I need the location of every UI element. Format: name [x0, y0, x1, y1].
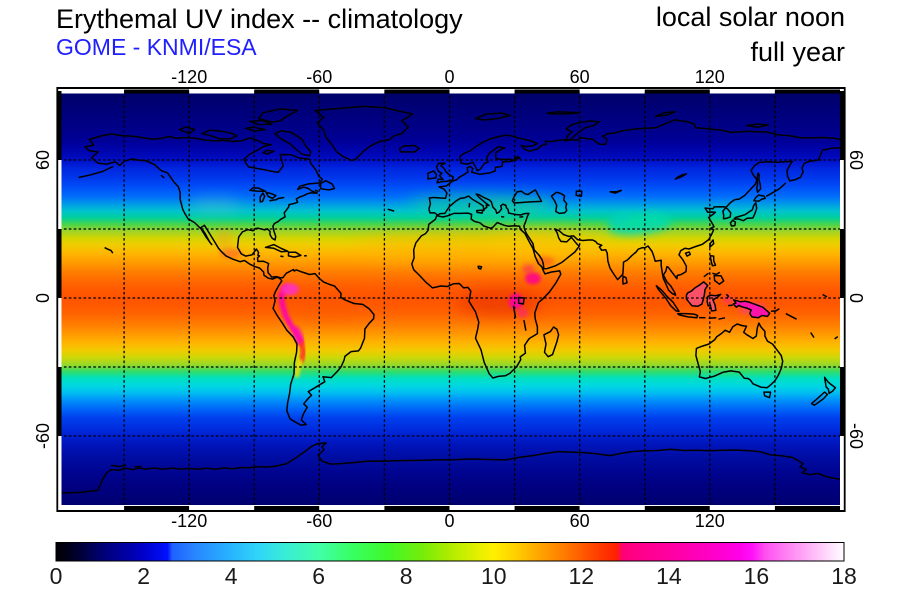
svg-text:6: 6 — [312, 563, 325, 589]
svg-text:Erythemal UV index -- climatol: Erythemal UV index -- climatology — [56, 4, 463, 34]
svg-text:12: 12 — [569, 563, 595, 589]
svg-text:60: 60 — [570, 511, 590, 531]
svg-text:2: 2 — [137, 563, 150, 589]
svg-text:120: 120 — [695, 67, 725, 87]
svg-text:0: 0 — [444, 67, 454, 87]
svg-text:120: 120 — [695, 511, 725, 531]
svg-text:18: 18 — [831, 563, 857, 589]
svg-text:0: 0 — [33, 293, 53, 303]
svg-text:10: 10 — [481, 563, 507, 589]
svg-text:-60: -60 — [33, 423, 53, 449]
svg-text:60: 60 — [33, 150, 53, 170]
svg-text:0: 0 — [444, 511, 454, 531]
svg-text:full year: full year — [750, 37, 845, 67]
svg-text:0: 0 — [846, 293, 866, 303]
svg-text:-60: -60 — [306, 511, 332, 531]
svg-text:-60: -60 — [846, 423, 866, 449]
svg-text:-120: -120 — [171, 511, 207, 531]
svg-text:8: 8 — [400, 563, 413, 589]
svg-text:local solar noon: local solar noon — [656, 2, 845, 32]
svg-text:0: 0 — [50, 563, 63, 589]
svg-text:GOME - KNMI/ESA: GOME - KNMI/ESA — [56, 34, 257, 60]
svg-text:4: 4 — [225, 563, 238, 589]
svg-text:14: 14 — [656, 563, 682, 589]
svg-text:16: 16 — [744, 563, 770, 589]
svg-text:-60: -60 — [306, 67, 332, 87]
svg-text:60: 60 — [570, 67, 590, 87]
svg-text:60: 60 — [846, 150, 866, 170]
svg-text:-120: -120 — [171, 67, 207, 87]
